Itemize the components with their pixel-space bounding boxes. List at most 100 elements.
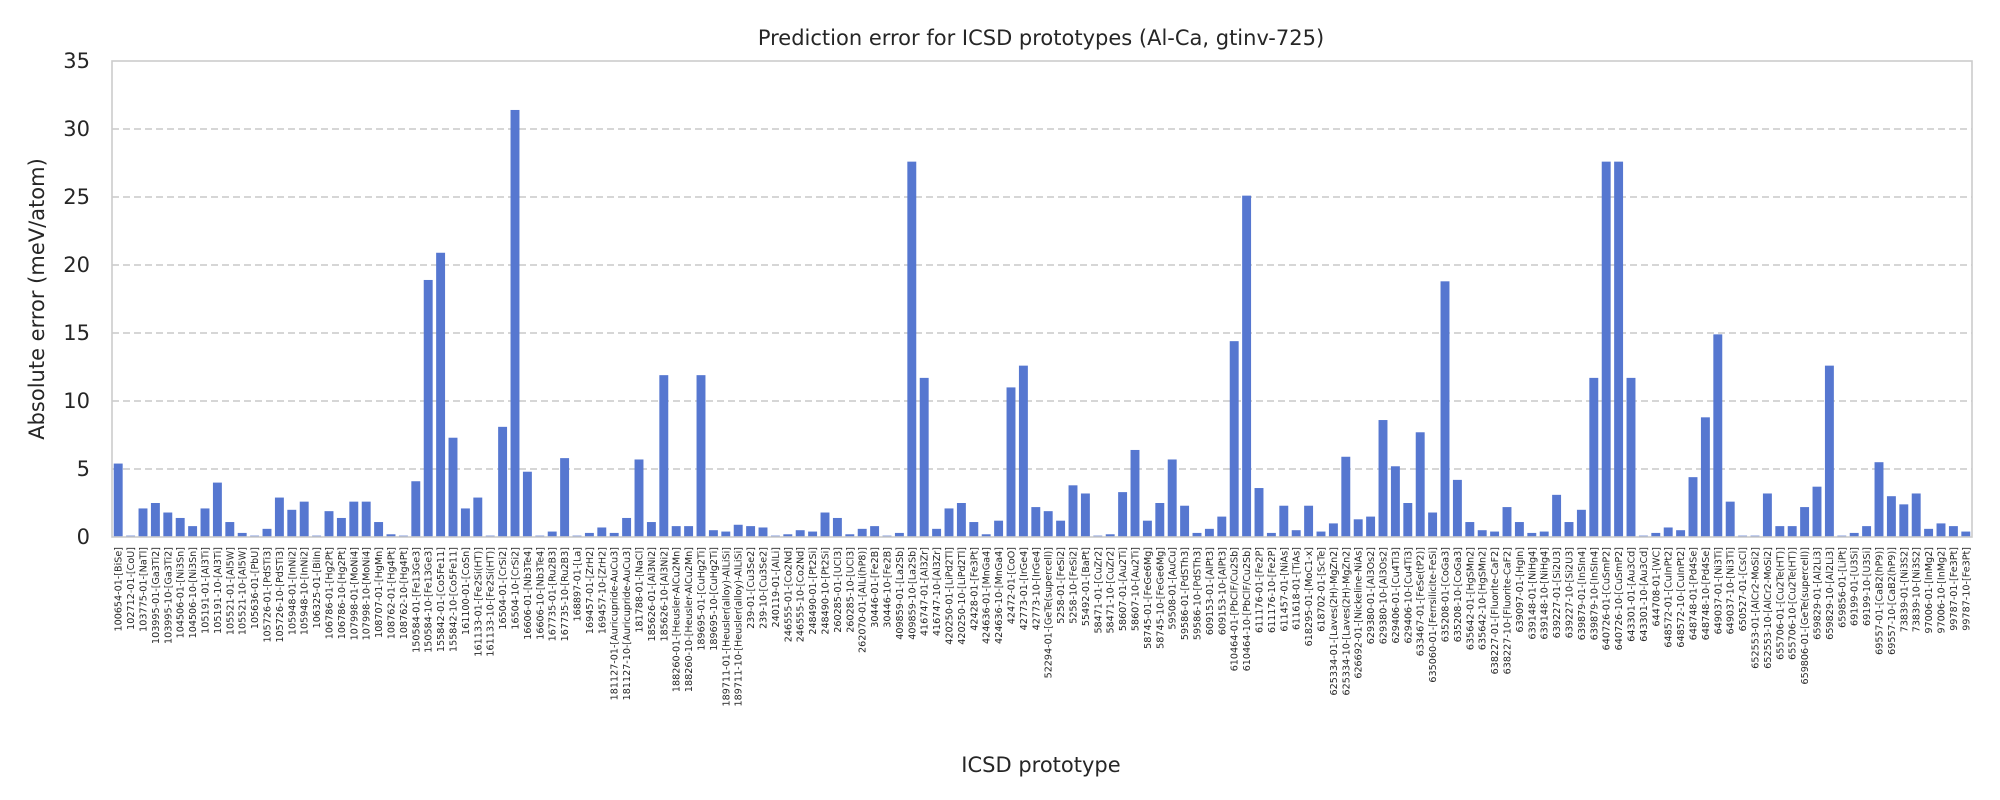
bar [237,532,247,537]
bar [1130,449,1140,537]
x-tick-label: 185626-01-[Al3Ni2] [647,547,658,642]
x-tick-label: 409859-01-[La2Sb] [895,547,906,640]
bar [696,375,706,537]
x-tick-label: 188260-10-[Heusler-AlCu2Mn] [684,547,695,692]
x-tick-label: 638227-01-[Fluorite-CaF2] [1490,547,1501,674]
x-tick-label: 59586-10-[PdSTh3] [1193,547,1204,640]
bar [349,501,359,537]
y-tick-label: 0 [77,525,90,549]
bar [733,524,743,537]
bar [1713,334,1723,537]
bar [1242,195,1252,537]
bar [1725,501,1735,537]
bar [1886,496,1896,537]
x-tick-label: 409859-10-[La2Sb] [907,547,918,640]
x-tick-label: 99787-10-[Fe3Pt] [1961,547,1972,631]
x-tick-label: 99787-01-[Fe3Pt] [1949,547,1960,631]
bar [1676,530,1686,537]
bar [188,526,198,537]
x-tick-label: 73839-10-[Ni3S2] [1912,547,1923,632]
x-tick-label: 58607-10-[Au2Ti] [1131,547,1142,631]
x-tick-label: 155842-10-[Co5Fe11] [449,547,460,652]
bar [175,517,185,537]
bar [200,508,210,537]
bar [758,527,768,537]
x-tick-label: 105521-10-[Al5W] [238,547,249,635]
bar [944,508,954,537]
x-tick-label: 5258-10-[FeSi2] [1069,547,1080,624]
x-tick-label: 639148-01-[NiHg4] [1527,547,1538,640]
bar [808,531,818,537]
x-tick-label: 105191-01-[Al3Ti] [201,547,212,634]
x-tick-label: 105636-01-[PbU] [250,547,261,629]
x-tick-label: 189695-10-[CuHg2Ti] [709,547,720,651]
x-tick-label: 420250-01-[LiPd2Tl] [945,547,956,645]
bar [1304,505,1314,537]
x-tick-label: 659829-10-[Al2Li3] [1825,547,1836,640]
x-tick-label: 260285-01-[UCl3] [833,547,844,633]
x-tick-labels: 100654-01-[BiSe] 102712-01-[CoU] 103775-01… [114,547,1973,706]
bar [622,517,632,537]
x-tick-label: 106786-01-[Hg2Pt] [325,547,336,639]
bar [423,279,433,537]
bar [1043,511,1053,537]
x-tick-label: 635208-10-[CoGa3] [1453,547,1464,642]
x-tick-label: 246555-10-[Co2Nd] [796,547,807,642]
x-tick-label: 239-10-[Cu3Se2] [759,547,770,629]
bar [1006,387,1016,537]
x-tick-label: 100654-01-[BiSe] [114,547,125,631]
x-tick-label: 643301-10-[Au3Cd] [1639,547,1650,642]
x-tick-label: 618702-01-[ScTe] [1317,547,1328,632]
x-tick-label: 635642-10-[HgSMn2] [1478,547,1489,650]
x-tick-label: 635642-01-[HgSMn2] [1465,547,1476,650]
x-tick-label: 108762-01-[Hg4Pt] [387,547,398,639]
bars [113,109,1971,538]
x-tick-label: 169457-01-[ZrH2] [585,547,596,634]
x-tick-label: 108762-10-[Hg4Pt] [399,547,410,639]
bar [448,437,458,537]
bar [1204,528,1214,537]
bar [1576,509,1586,537]
bar [659,375,669,537]
x-tick-label: 626692-01-[Nickeline-NiAs] [1354,547,1365,679]
bar [1056,520,1066,537]
x-tick-label: 648572-01-[CuInPt2] [1664,547,1675,648]
x-tick-label: 155842-01-[Co5Fe11] [436,547,447,652]
x-tick-label: 618295-01-[MoC1-x] [1304,547,1315,646]
y-tick-label: 20 [63,253,90,277]
bar [1068,485,1078,537]
x-tick-label: 262070-01-[AlLi(hP8)] [858,547,869,653]
x-tick-label: 644708-01-[WC] [1651,547,1662,626]
bar [163,512,173,537]
bar [708,530,718,537]
bar [1366,516,1376,537]
x-tick-label: 69557-01-[CaB2(hP9)] [1875,547,1886,655]
x-tick-label: 629406-10-[Cu4Ti3] [1403,547,1414,643]
x-tick-label: 655706-10-[Cu2Te(HT)] [1788,547,1799,660]
x-tick-label: 239-01-[Cu3Se2] [746,547,757,629]
bar [547,531,557,537]
bar [1378,420,1388,537]
x-tick-label: 69199-01-[U3Si] [1850,547,1861,626]
bar [1229,341,1239,537]
x-tick-label: 181127-10-[Auricupride-AuCu3] [622,547,633,700]
x-tick-label: 638227-10-[Fluorite-CaF2] [1503,547,1514,674]
x-tick-label: 16606-10-[Nb3Te4] [535,547,546,640]
bar [597,527,607,537]
x-tick-label: 97006-10-[InMg2] [1937,547,1948,634]
bar [584,532,594,537]
x-tick-label: 652553-10-[AlCr2-MoSi2] [1763,547,1774,669]
x-tick-label: 58471-01-[CuZr2] [1093,547,1104,634]
x-tick-label: 424636-10-[MnGa4] [994,547,1005,644]
x-tick-label: 610464-01-[PbClF/Cu2Sb] [1230,547,1241,671]
y-tick-label: 15 [63,321,90,345]
x-tick-label: 104506-01-[Ni3Sn] [176,547,187,638]
x-tick-label: 69557-10-[CaB2(hP9)] [1887,547,1898,655]
bar [1762,493,1772,537]
bar [274,497,284,537]
x-tick-label: 625334-10-[Laves(2H)-MgZn2] [1341,547,1352,695]
x-tick-label: 106325-01-[BiIn] [312,547,323,628]
bar [336,517,346,537]
bar [473,497,483,537]
bar [560,458,570,537]
